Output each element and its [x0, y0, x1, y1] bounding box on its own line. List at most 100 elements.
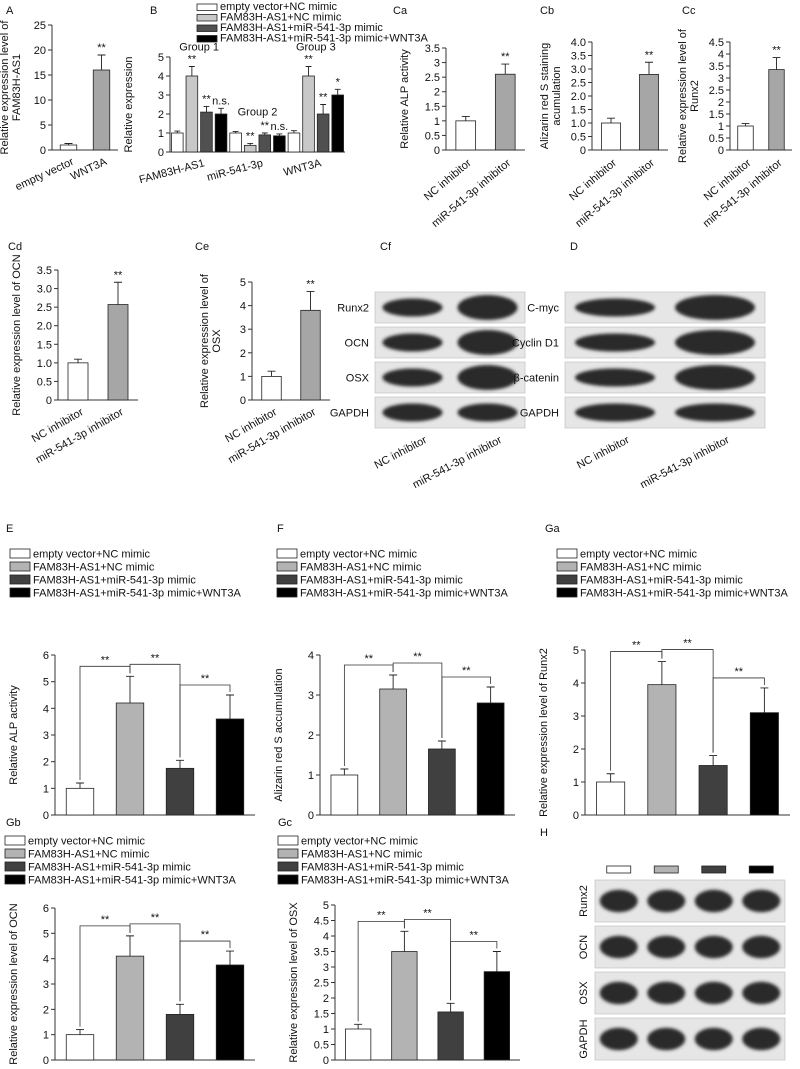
y-label-group: Relative expression [123, 57, 135, 153]
y-tick-label: 0 [323, 1055, 329, 1067]
blot-band [382, 368, 443, 387]
panel-label: Gc [278, 817, 293, 829]
legend-swatch [4, 861, 26, 872]
error-bar [772, 57, 781, 70]
y-label-group: Alizarin red S staining acumulation [539, 43, 563, 149]
y-tick-label: 0 [718, 145, 724, 157]
y-tick-label: 5 [158, 52, 164, 64]
panel-label: Cd [8, 241, 22, 253]
error-bar [247, 143, 254, 146]
blot-band [694, 889, 733, 913]
error-bar [114, 281, 122, 305]
significance-label: n.s. [212, 95, 230, 107]
error-bar [218, 107, 224, 114]
group-label: Group 3 [296, 42, 336, 54]
y-tick-label: 10 [34, 95, 46, 107]
significance-label: ** [97, 42, 106, 54]
y-tick-label: 1.5 [425, 101, 440, 113]
y-tick-label: 15 [34, 70, 46, 82]
y-tick-label: 5 [240, 277, 246, 289]
y-label-box: Relative expression level of FAM83H-AS1 [0, 21, 23, 155]
y-tick-label: 1 [240, 371, 246, 383]
y-tick-label: 2.0 [37, 321, 52, 333]
blot-band [599, 889, 638, 913]
blot-band [742, 935, 781, 959]
bar [287, 132, 301, 153]
blot-band [575, 403, 655, 422]
y-tick-label: 4 [718, 49, 724, 61]
x-tick-label: miR-541-3p inhibitor [638, 434, 731, 491]
row-label: Runx2 [337, 303, 369, 315]
y-tick-label: 1.5 [37, 339, 52, 351]
significance-label: ** [246, 130, 255, 142]
row-label: OSX [346, 373, 370, 385]
error-bar [261, 132, 268, 135]
y-tick-label: 0 [43, 1055, 49, 1067]
y-tick-label: 2 [308, 730, 314, 742]
comparison-bracket [179, 940, 231, 1002]
y-tick-label: 3 [323, 962, 329, 974]
y-tick-label: 4 [240, 301, 246, 313]
y-tick-label: 2.5 [709, 85, 724, 97]
legend-label: FAM83H-AS1+NC mimic [33, 562, 155, 574]
blot-band [675, 295, 755, 320]
blot-band [575, 333, 655, 352]
blot-band [647, 889, 686, 913]
blot-band [599, 1027, 638, 1051]
significance-label: ** [306, 278, 315, 290]
y-label-box: Relative expression level of Runx2 [538, 648, 550, 817]
blot-band [647, 981, 686, 1005]
significance-label: ** [772, 45, 781, 57]
bar [698, 765, 728, 816]
y-tick-label: 1.5 [709, 109, 724, 121]
error-bar [354, 1023, 363, 1029]
comparison-label: ** [469, 930, 478, 942]
blot-band [742, 889, 781, 913]
row-label: GAPDH [330, 408, 369, 420]
error-bar [334, 88, 341, 95]
bar [428, 748, 456, 816]
bar [261, 375, 282, 401]
y-tick-label: 0 [40, 145, 46, 157]
panel-label: Ga [545, 523, 561, 535]
comparison-label: ** [151, 912, 160, 924]
y-axis-title: Relative ALP activity [399, 49, 412, 149]
y-tick-label: 3.5 [314, 947, 329, 959]
comparison-label: ** [101, 914, 110, 926]
blot-band [457, 403, 518, 422]
y-tick-label: 3 [718, 73, 724, 85]
y-tick-label: 5 [323, 900, 329, 912]
y-label-box: Relative expression level of OSX [199, 274, 223, 408]
legend-swatch [196, 35, 218, 43]
panel-label: Cc [682, 5, 696, 17]
blot-band [694, 935, 733, 959]
y-tick-label: 0.5 [314, 1040, 329, 1052]
legend-swatch [276, 587, 298, 598]
y-tick-label: 1.0 [37, 358, 52, 370]
legend-label: empty vector+NC mimic [300, 549, 418, 561]
legend-label: FAM83H-AS1+NC mimic [28, 849, 150, 861]
error-bar [291, 130, 297, 133]
row-label: C-myc [527, 303, 559, 315]
y-tick-label: 3.0 [37, 284, 52, 296]
blot-band [457, 330, 518, 355]
blot-band [694, 981, 733, 1005]
comparison-label: ** [364, 653, 373, 665]
y-label-box: Alizarin red S staining acumulation [539, 43, 563, 149]
error-bar [340, 768, 349, 775]
y-tick-label: 0.5 [709, 133, 724, 145]
lane-swatch [748, 865, 774, 874]
bar [749, 712, 779, 816]
y-tick-label: 3.5 [571, 51, 586, 63]
y-tick-label: 3 [43, 730, 49, 742]
comparison-bracket [441, 676, 492, 738]
bar [331, 94, 344, 153]
y-tick-label: 4 [43, 954, 49, 966]
error-bar [188, 66, 195, 76]
y-tick-label: 0 [580, 145, 586, 157]
legend-label: FAM83H-AS1+miR-541-3p mimic [300, 575, 463, 587]
row-label: OCN [578, 935, 590, 960]
blot-band [694, 1027, 733, 1051]
error-bar [606, 773, 615, 782]
error-bar [226, 950, 234, 965]
